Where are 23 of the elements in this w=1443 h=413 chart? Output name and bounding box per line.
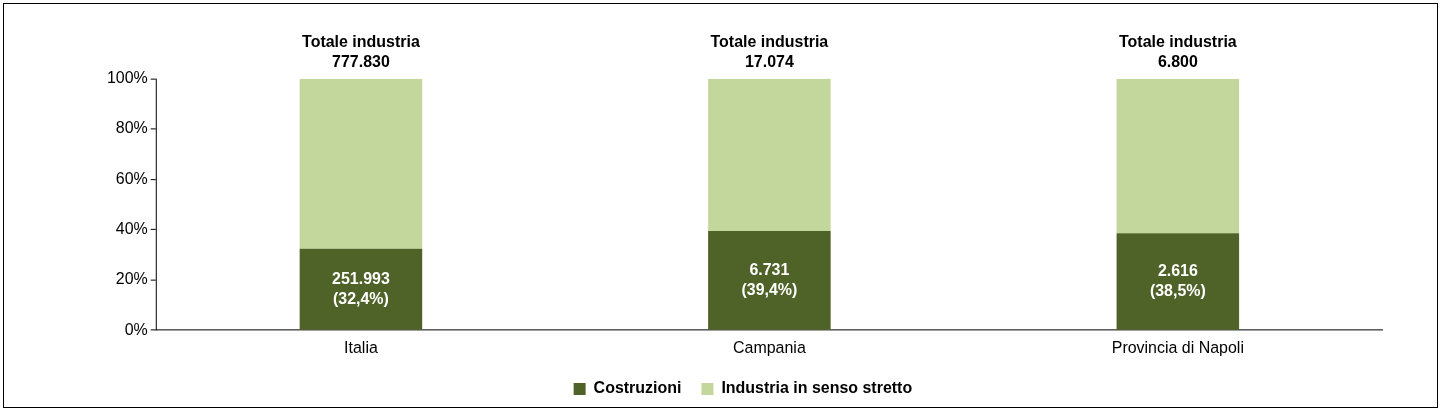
y-tick-label: 60% xyxy=(115,169,148,187)
legend-label: Costruzioni xyxy=(593,379,682,397)
bar xyxy=(1116,78,1240,234)
total-label: Totale industria 6.800 xyxy=(1119,33,1237,71)
y-tick-label: 100% xyxy=(106,69,148,87)
y-tick-label: 40% xyxy=(115,219,148,237)
total-label: Totale industria 17.074 xyxy=(710,33,829,71)
x-tick-label: Italia xyxy=(344,339,378,357)
bar xyxy=(299,248,423,330)
bar xyxy=(299,78,423,249)
y-tick-label: 20% xyxy=(115,270,148,288)
bar xyxy=(708,78,831,232)
data-label: 2.616 (38,5%) xyxy=(1149,261,1206,299)
y-tick-label: 80% xyxy=(115,119,148,137)
total-label: Totale industria 777.830 xyxy=(302,33,420,71)
x-tick-label: Provincia di Napoli xyxy=(1111,339,1244,357)
x-tick-label: Campania xyxy=(733,339,806,357)
data-label: 6.731 (39,4%) xyxy=(741,260,798,298)
y-tick-label: 0% xyxy=(124,320,148,338)
data-label: 251.993 (32,4%) xyxy=(332,269,390,307)
legend-label: Industria in senso stretto xyxy=(721,379,913,397)
bar xyxy=(1116,233,1240,330)
bar xyxy=(708,231,831,330)
